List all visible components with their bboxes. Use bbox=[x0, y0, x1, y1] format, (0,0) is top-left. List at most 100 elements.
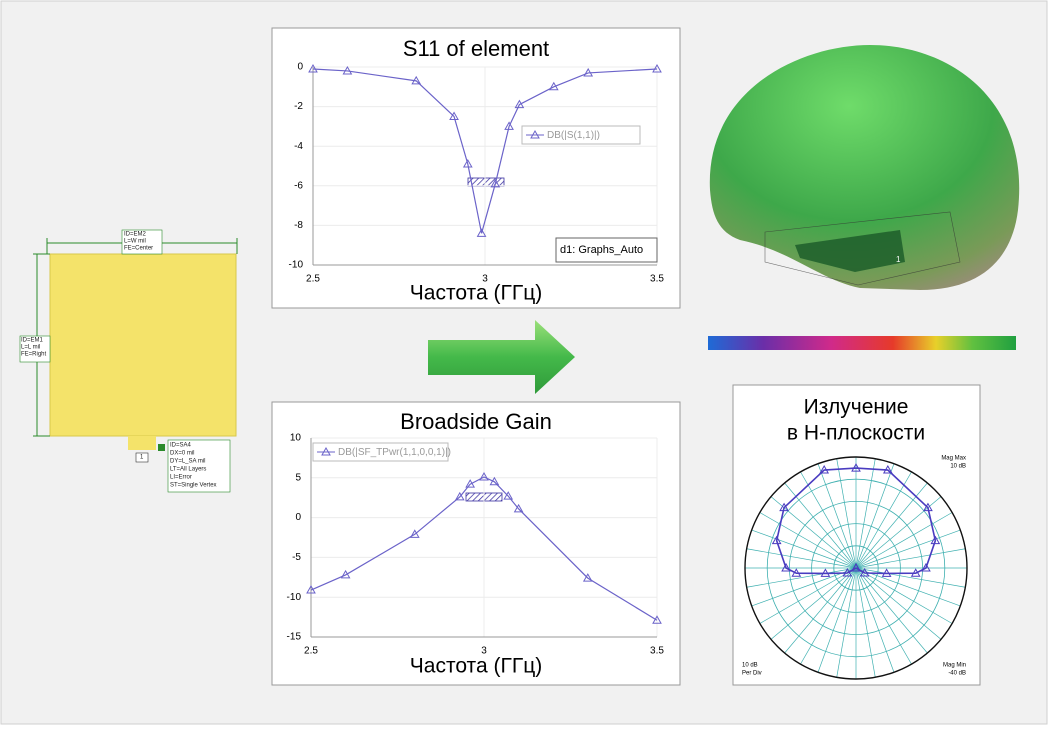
point-marker bbox=[582, 573, 593, 582]
annotation: d1: Graphs_Auto bbox=[560, 244, 643, 256]
spoke bbox=[855, 482, 928, 569]
legend-box bbox=[312, 442, 449, 462]
spoke bbox=[855, 567, 942, 640]
point-marker bbox=[851, 463, 861, 472]
point-marker bbox=[921, 562, 931, 572]
layout-label: ID=EM2 bbox=[124, 232, 147, 238]
spoke bbox=[855, 567, 961, 607]
y-tick-label: -2 bbox=[294, 101, 303, 112]
legend-label: DB(|S(1,1)|) bbox=[547, 130, 600, 141]
spoke bbox=[855, 567, 876, 678]
ring bbox=[766, 478, 946, 658]
y-tick-label: -4 bbox=[294, 141, 303, 152]
ring bbox=[811, 523, 901, 613]
y-tick-label: -10 bbox=[289, 260, 304, 271]
polar-annotation: Per Div bbox=[742, 671, 762, 677]
point-marker bbox=[819, 465, 830, 474]
point-marker bbox=[859, 567, 870, 577]
spoke bbox=[855, 567, 953, 624]
layout-label: LT=All Layers bbox=[170, 467, 206, 473]
outer-ring bbox=[744, 456, 968, 680]
point-marker bbox=[583, 67, 594, 77]
chart-title: Излучение bbox=[804, 396, 909, 419]
polar-annotation: 10 dB bbox=[742, 663, 758, 669]
point-marker bbox=[340, 569, 351, 579]
point-marker bbox=[930, 535, 941, 545]
layout-label: L=L mil bbox=[21, 345, 40, 351]
ring bbox=[833, 545, 879, 591]
spoke bbox=[817, 567, 857, 673]
spoke bbox=[855, 496, 942, 569]
point-marker bbox=[454, 491, 465, 501]
x-axis-label: Частота (ГГц) bbox=[410, 655, 542, 678]
port-label: 1 bbox=[896, 255, 901, 264]
point-marker bbox=[409, 529, 420, 538]
polar-annotation: -40 dB bbox=[948, 671, 966, 677]
layout-label: L=W mil bbox=[124, 239, 146, 245]
layout-label: FE=Right bbox=[21, 352, 47, 358]
y-tick-label: 0 bbox=[297, 62, 303, 73]
y-tick-label: 10 bbox=[290, 433, 302, 444]
y-tick-label: -15 bbox=[287, 632, 302, 643]
ring bbox=[789, 500, 924, 635]
point-marker bbox=[490, 178, 501, 188]
chart-title: в Н-плоскости bbox=[787, 422, 925, 445]
spoke bbox=[836, 458, 857, 569]
x-axis-label: Частота (ГГц) bbox=[410, 282, 542, 305]
spoke bbox=[759, 512, 857, 569]
layout-label: 1 bbox=[140, 455, 144, 461]
layout-label: ID=SA4 bbox=[170, 443, 192, 449]
point-marker bbox=[771, 535, 782, 545]
layout-label: ST=Single Vertex bbox=[170, 483, 217, 489]
point-marker bbox=[652, 615, 662, 624]
spoke bbox=[855, 463, 895, 569]
x-tick-label: 3 bbox=[481, 646, 487, 657]
layout-label: DY=L_SA mil bbox=[170, 459, 206, 465]
arrow bbox=[428, 320, 575, 394]
legend-marker bbox=[321, 446, 331, 456]
chart-title: Broadside Gain bbox=[400, 409, 552, 434]
x-tick-label: 2.5 bbox=[304, 646, 318, 657]
spoke bbox=[855, 548, 966, 569]
point-marker bbox=[781, 562, 791, 572]
pattern-line bbox=[775, 467, 937, 575]
point-marker bbox=[449, 111, 459, 120]
spoke bbox=[784, 482, 857, 569]
point-marker bbox=[791, 568, 802, 577]
legend-label: DB(|SF_TPwr(1,1,0,0,1)|) bbox=[338, 447, 451, 458]
polar-annotation: 10 dB bbox=[950, 464, 966, 470]
point-marker bbox=[851, 562, 861, 572]
spoke bbox=[746, 567, 857, 588]
point-marker bbox=[923, 502, 933, 512]
spoke bbox=[800, 471, 857, 569]
series-line bbox=[312, 68, 658, 234]
point-marker bbox=[779, 502, 789, 512]
layout-label: ID=EM1 bbox=[21, 338, 44, 344]
radiation-render bbox=[708, 45, 1020, 350]
layout-drawing bbox=[19, 229, 238, 493]
y-tick-label: -10 bbox=[287, 592, 302, 603]
point-marker bbox=[881, 568, 892, 577]
layout-label: FE=Center bbox=[124, 246, 153, 252]
spoke bbox=[817, 463, 857, 569]
spoke bbox=[751, 529, 857, 569]
spoke bbox=[836, 567, 857, 678]
legend-box bbox=[521, 125, 641, 145]
y-tick-label: -6 bbox=[294, 180, 303, 191]
spoke bbox=[770, 567, 857, 640]
x-tick-label: 2.5 bbox=[306, 274, 320, 285]
spoke bbox=[784, 567, 857, 654]
spoke bbox=[855, 567, 966, 588]
spoke bbox=[770, 496, 857, 569]
point-marker bbox=[342, 65, 353, 75]
layout-label: DX=0 mil bbox=[170, 451, 195, 457]
spoke bbox=[759, 567, 857, 624]
spoke bbox=[751, 567, 857, 607]
spoke bbox=[800, 567, 857, 665]
spoke bbox=[855, 458, 876, 569]
point-marker bbox=[548, 81, 559, 91]
point-marker bbox=[503, 491, 514, 500]
legend-marker bbox=[530, 129, 540, 139]
series-line bbox=[310, 476, 658, 621]
